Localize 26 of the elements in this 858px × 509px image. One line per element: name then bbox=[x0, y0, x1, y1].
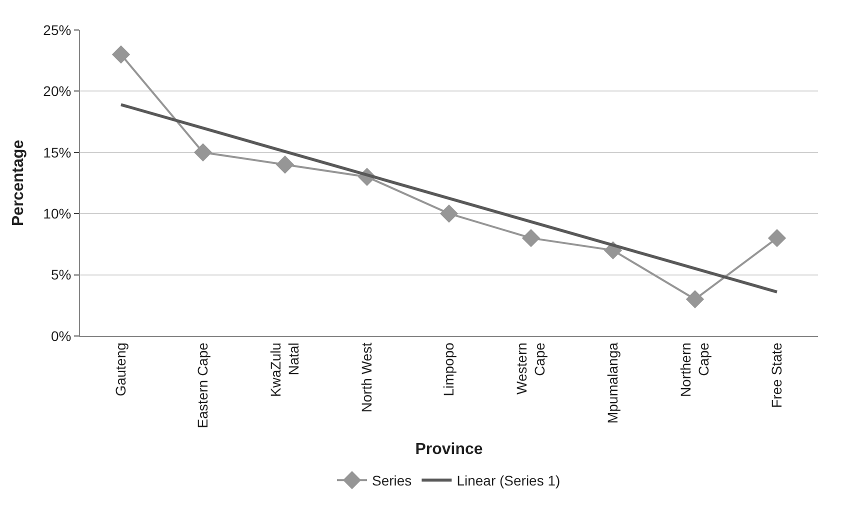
x-tick-label: Eastern Cape bbox=[194, 342, 211, 428]
point bbox=[112, 45, 130, 64]
x-axis-title: Province bbox=[415, 440, 483, 458]
y-tick-label: 10% bbox=[43, 206, 72, 222]
y-axis-title: Percentage bbox=[10, 140, 28, 226]
y-tick-label: 5% bbox=[50, 266, 72, 283]
x-tick-label: KwaZulu Natal bbox=[267, 342, 302, 398]
legend-label: Linear (Series 1) bbox=[456, 472, 560, 489]
x-tick-label: Northern Cape bbox=[677, 342, 712, 398]
x-tick-label: Western Cape bbox=[513, 342, 548, 394]
x-tick-label: North West bbox=[358, 342, 375, 412]
point bbox=[522, 228, 540, 248]
y-tick-label: 15% bbox=[43, 144, 72, 160]
point bbox=[686, 290, 704, 308]
point bbox=[276, 156, 294, 174]
legend-label: Series bbox=[372, 472, 412, 489]
x-tick-label: Limpopo bbox=[440, 342, 457, 396]
x-tick-label: Free State bbox=[768, 342, 785, 408]
point bbox=[440, 204, 458, 223]
point bbox=[194, 143, 212, 162]
point bbox=[768, 228, 786, 248]
x-tick-label: Gauteng bbox=[112, 342, 129, 396]
y-tick-label: 25% bbox=[43, 22, 72, 38]
x-tick-label: Mpumalanga bbox=[604, 342, 621, 424]
y-tick-label: 0% bbox=[50, 328, 72, 344]
y-tick-label: 20% bbox=[43, 83, 72, 100]
